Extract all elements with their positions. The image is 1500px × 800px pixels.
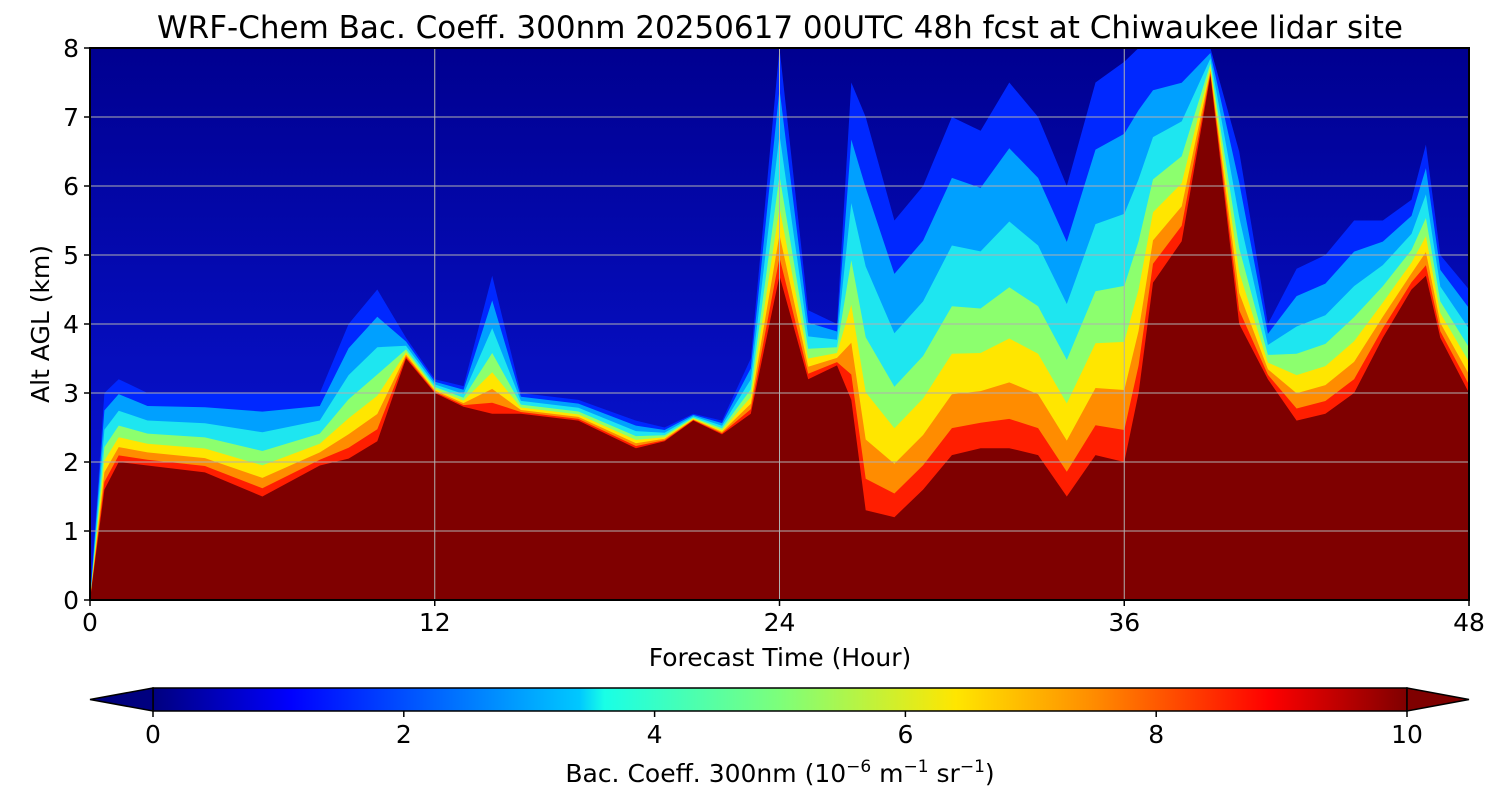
colorbar-label: Bac. Coeff. 300nm (10−6 m−1 sr−1)	[565, 757, 994, 788]
y-axis: 0 1 2 3 4 5 6 7 8	[63, 34, 90, 615]
colorbar-tick-label: 8	[1148, 720, 1164, 749]
x-axis-label: Forecast Time (Hour)	[649, 643, 912, 672]
y-tick-label: 2	[63, 448, 79, 477]
colorbar-body	[152, 687, 1408, 712]
colorbar-extend-high	[1406, 687, 1470, 712]
plot-area	[90, 48, 1469, 600]
colorbar-tick-label: 6	[897, 720, 913, 749]
x-tick-label: 24	[764, 608, 796, 637]
y-tick-label: 3	[63, 379, 79, 408]
y-tick-label: 8	[63, 34, 79, 63]
chart-title: WRF-Chem Bac. Coeff. 300nm 20250617 00UT…	[157, 10, 1403, 46]
colorbar-extend-low	[89, 687, 154, 712]
y-tick-label: 0	[63, 586, 79, 615]
x-tick-label: 36	[1108, 608, 1140, 637]
y-tick-label: 6	[63, 172, 79, 201]
x-tick-label: 12	[419, 608, 451, 637]
y-tick-label: 4	[63, 310, 79, 339]
x-tick-label: 48	[1453, 608, 1485, 637]
x-tick-label: 0	[82, 608, 98, 637]
colorbar-tick-label: 10	[1391, 720, 1423, 749]
y-tick-label: 5	[63, 241, 79, 270]
grid-lines	[90, 48, 1469, 600]
colorbar-tick-label: 2	[396, 720, 412, 749]
colorbar: 0 2 4 6 8 10 Bac. Coeff. 300nm (10−6 m−1 sr−1…	[89, 687, 1470, 788]
y-tick-label: 1	[63, 517, 79, 546]
x-axis: 0 12 24 36 48	[82, 600, 1485, 637]
y-axis-label: Alt AGL (km)	[26, 245, 55, 403]
colorbar-tick-label: 4	[647, 720, 663, 749]
y-tick-label: 7	[63, 103, 79, 132]
colorbar-tick-label: 0	[145, 720, 161, 749]
